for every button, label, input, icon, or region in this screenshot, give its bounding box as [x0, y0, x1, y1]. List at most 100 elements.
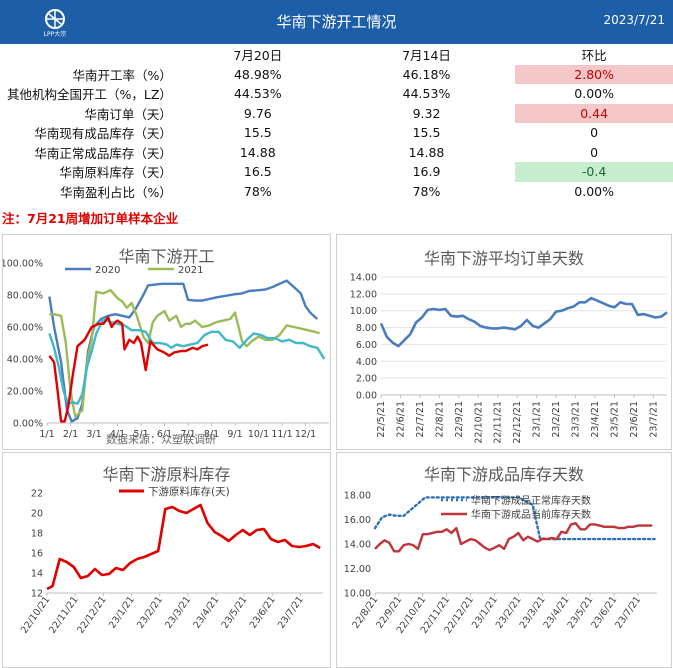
series-line-1	[49, 289, 320, 418]
y-tick-label: 2.00	[356, 374, 377, 385]
legend-label: 华南下游成品当前库存天数	[471, 508, 591, 521]
row-value-previous: 44.53%	[402, 86, 451, 102]
x-tick-label: 22/8/21	[434, 401, 445, 438]
y-tick-label: 22	[31, 489, 43, 500]
y-tick-label: 14	[31, 569, 43, 580]
row-value-current: 48.98%	[233, 66, 282, 82]
x-tick-label: 5/1	[133, 429, 148, 440]
y-tick-label: 0.00	[356, 391, 377, 402]
y-tick-label: 100.00%	[3, 259, 43, 270]
chart-title: 华南下游成品库存天数	[423, 465, 584, 484]
table-row: 其他机构全国开工（%，LZ） 44.53% 44.53% 0.00%	[2, 84, 673, 104]
y-tick-label: 14.00	[344, 540, 371, 551]
row-change: 0.00%	[574, 86, 614, 102]
row-value-current: 15.5	[243, 125, 272, 141]
x-tick-label: 7/1	[180, 429, 195, 440]
row-change: 0.44	[515, 103, 673, 123]
x-tick-label: 6/1	[157, 429, 172, 440]
chart-panel-raw-material: 华南下游原料库存 12 14 16 18 20 22 22/10/21 22/11/21 22/…	[2, 452, 331, 668]
table-row: 华南开工率（%） 48.98% 46.18% 2.80%	[2, 64, 673, 84]
chart-panel-finished-goods: 华南下游成品库存天数 10.00 12.00 14.00 16.00 18.00 22/8…	[336, 452, 672, 668]
x-tick-label: 23/5/21	[220, 594, 250, 630]
x-tick-label: 9/1	[227, 429, 242, 440]
x-tick-label: 3/1	[86, 429, 101, 440]
table-row: 华南盈利占比（%） 78% 78% 0.00%	[2, 182, 673, 202]
header-empty	[2, 45, 178, 65]
x-tick-label: 22/6/21	[395, 401, 406, 438]
table-row: 华南原料库存（天） 16.5 16.9 -0.4	[2, 162, 673, 182]
x-tick-label: 2/1	[63, 429, 78, 440]
x-tick-label: 23/6/21	[248, 594, 278, 630]
x-tick-label: 23/4/21	[590, 401, 601, 438]
x-tick-label: 23/1/21	[532, 401, 543, 438]
watermark: 数据来源：众塑联调研	[106, 432, 216, 446]
y-tick-label: 40.00%	[7, 355, 43, 366]
series-line-3	[48, 316, 209, 423]
row-value-previous: 16.9	[412, 164, 441, 180]
col-change: 环比	[581, 48, 607, 64]
chart-title: 华南下游开工	[118, 247, 215, 266]
legend-label: 2021	[178, 265, 203, 276]
x-tick-label: 23/2/21	[551, 401, 562, 438]
row-label: 华南正常成品库存（天）	[34, 145, 172, 161]
y-tick-label: 8.00	[356, 323, 377, 334]
chart-raw-material: 12141618202222/10/2122/11/2122/12/2123/1…	[19, 485, 323, 636]
y-tick-label: 10.00	[344, 589, 371, 600]
chart-title: 华南下游原料库存	[102, 465, 231, 484]
y-tick-label: 20.00%	[7, 387, 43, 398]
y-tick-label: 16.00	[344, 515, 371, 526]
x-tick-label: 23/5/21	[609, 401, 620, 438]
y-tick-label: 80.00%	[7, 291, 43, 302]
x-tick-label: 23/7/21	[648, 401, 659, 438]
x-tick-label: 22/10/21	[473, 401, 484, 444]
chart-finished-goods: 10.0012.0014.0016.0018.0022/8/2122/9/212…	[344, 491, 657, 636]
col-date-2: 7月14日	[402, 48, 451, 64]
table-row: 华南订单（天） 9.76 9.32 0.44	[2, 103, 673, 123]
x-tick-label: 23/1/21	[107, 594, 137, 630]
x-tick-label: 10/1	[248, 429, 269, 440]
legend-label: 华南下游成品正常库存天数	[471, 494, 591, 507]
series-line-0	[373, 496, 656, 541]
x-tick-label: 22/9/21	[454, 401, 465, 438]
table-row: 华南现有成品库存（天） 15.5 15.5 0	[2, 123, 673, 143]
x-tick-label: 23/4/21	[191, 594, 221, 630]
row-label: 华南原料库存（天）	[59, 165, 172, 181]
y-tick-label: 12	[31, 589, 43, 600]
x-tick-label: 8/1	[204, 429, 219, 440]
report-date: 2023/7/21	[603, 13, 665, 27]
row-change: 2.80%	[515, 64, 673, 84]
row-label: 华南现有成品库存（天）	[34, 126, 172, 142]
y-tick-label: 4.00	[356, 357, 377, 368]
y-tick-label: 18	[31, 529, 43, 540]
x-tick-label: 23/3/21	[571, 401, 582, 438]
y-tick-label: 20	[31, 509, 43, 520]
x-tick-label: 12/1	[295, 429, 316, 440]
row-value-current: 16.5	[243, 164, 272, 180]
y-tick-label: 12.00	[344, 564, 371, 575]
x-tick-label: 11/1	[271, 429, 292, 440]
row-label: 其他机构全国开工（%，LZ）	[6, 87, 172, 103]
legend-label: 2020	[95, 265, 120, 276]
x-tick-label: 1/1	[39, 429, 54, 440]
y-tick-label: 14.00	[350, 273, 377, 284]
row-change: 0	[590, 144, 599, 160]
y-tick-label: 10.00	[350, 306, 377, 317]
y-tick-label: 18.00	[344, 491, 371, 502]
row-value-current: 44.53%	[233, 86, 282, 102]
row-change: 0	[590, 125, 599, 141]
x-tick-label: 23/3/21	[163, 594, 193, 630]
legend-label: 下游原料库存(天)	[148, 485, 230, 498]
chart-operating-rate: 0.00% 20.00% 40.00% 60.00% 80.00% 100.00% 1/1 2…	[3, 259, 329, 446]
logo-icon: LPP大宗	[44, 9, 67, 38]
x-tick-label: 23/7/21	[276, 594, 306, 630]
chart-title: 华南下游平均订单天数	[423, 249, 584, 268]
series-line-2	[48, 317, 326, 405]
table-header-row: 7月20日 7月14日 环比	[2, 45, 673, 65]
x-tick-label: 23/6/21	[629, 401, 640, 438]
svg-text:LPP大宗: LPP大宗	[44, 30, 67, 38]
chart-panel-operating-rate: 华南下游开工 0.00% 20.00% 40.00% 60.00% 80.00% 100.…	[2, 234, 331, 450]
row-change: 0.00%	[574, 183, 614, 199]
chart-order-days: 0.00 2.00 4.00 6.00 8.00 10.00 12.00 14.00 22/5/…	[350, 273, 668, 444]
row-value-previous: 14.88	[408, 144, 445, 160]
row-change: -0.4	[515, 162, 673, 182]
